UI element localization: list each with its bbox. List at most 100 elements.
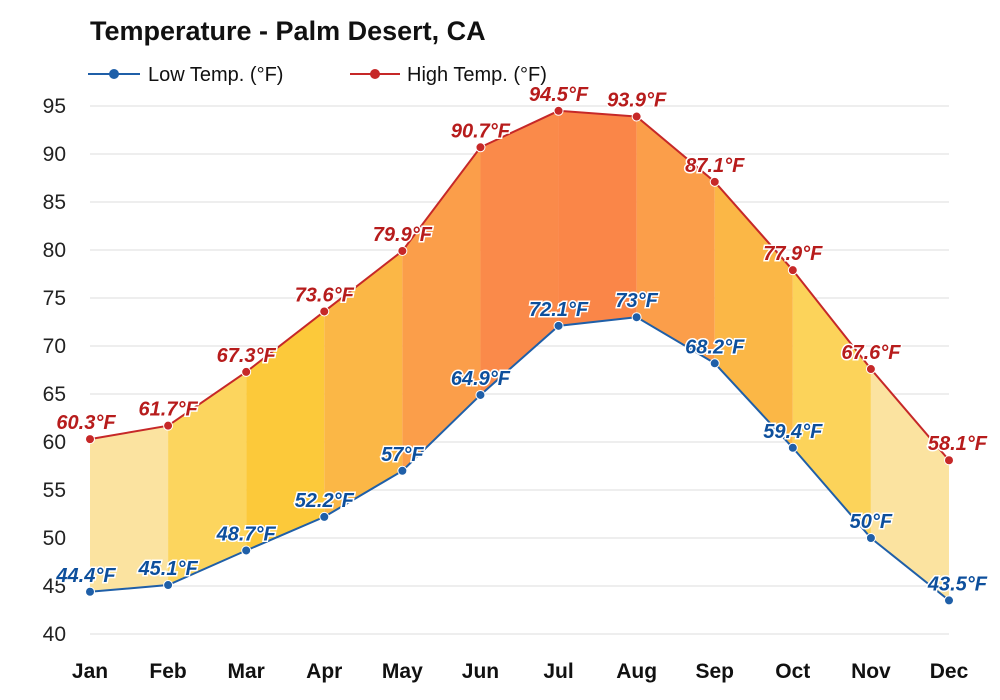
high-temp-point[interactable] (631, 111, 642, 122)
legend: Low Temp. (°F) High Temp. (°F) (88, 64, 547, 86)
high-temp-label: 58.1°F (928, 433, 988, 455)
y-tick-label: 85 (43, 191, 66, 214)
high-temp-point[interactable] (163, 420, 174, 431)
range-bands (90, 110, 949, 601)
range-band (870, 369, 949, 601)
high-temp-point[interactable] (944, 455, 954, 466)
y-tick-label: 45 (43, 575, 66, 598)
high-temp-point[interactable] (397, 245, 408, 256)
low-temp-label: 64.9°F (451, 368, 511, 390)
range-band (90, 425, 169, 592)
low-temp-point[interactable] (944, 595, 954, 606)
x-tick-label: Aug (616, 660, 657, 683)
range-band (714, 181, 793, 448)
low-temp-point[interactable] (397, 465, 408, 476)
series-points (85, 105, 954, 606)
high-temp-label: 79.9°F (373, 224, 433, 246)
legend-high-marker (370, 69, 380, 79)
high-temp-point[interactable] (709, 176, 720, 187)
high-temp-line (89, 109, 950, 461)
x-axis: Jan Feb Mar Apr May Jun Jul Aug Sep Oct Nov Dec (72, 660, 969, 683)
low-temp-point[interactable] (631, 312, 642, 323)
y-tick-label: 40 (43, 623, 66, 646)
x-tick-label: Mar (228, 660, 265, 683)
y-tick-label: 75 (43, 287, 66, 310)
x-tick-label: Oct (775, 660, 810, 683)
range-band (558, 110, 637, 326)
low-temp-point[interactable] (163, 580, 174, 591)
low-temp-label: 59.4°F (763, 421, 823, 443)
high-temp-label: 67.3°F (217, 345, 277, 367)
x-tick-label: Nov (851, 660, 891, 683)
x-tick-label: Jun (462, 660, 499, 683)
high-temp-label: 67.6°F (841, 342, 901, 364)
low-temp-label: 73°F (615, 290, 658, 312)
low-temp-label: 68.2°F (685, 336, 745, 358)
x-tick-label: Dec (930, 660, 969, 683)
legend-low-marker (109, 69, 119, 79)
low-temp-point[interactable] (319, 511, 330, 522)
high-temp-label: 77.9°F (763, 243, 823, 265)
range-band (402, 147, 481, 471)
range-band (636, 116, 715, 364)
high-temp-label: 60.3°F (56, 412, 116, 434)
high-temp-point[interactable] (865, 364, 876, 375)
low-temp-point[interactable] (553, 320, 564, 331)
low-temp-point[interactable] (865, 533, 876, 543)
high-temp-label: 61.7°F (139, 399, 199, 421)
high-temp-point[interactable] (241, 366, 252, 377)
low-temp-label: 52.2°F (295, 490, 355, 512)
low-temp-label: 57°F (381, 444, 424, 466)
high-temp-point[interactable] (787, 265, 798, 276)
low-temp-line (89, 316, 950, 602)
y-tick-label: 70 (43, 335, 66, 358)
high-temp-point[interactable] (553, 105, 564, 116)
low-temp-point[interactable] (241, 545, 252, 556)
chart-title: Temperature - Palm Desert, CA (90, 16, 486, 46)
legend-low-label: Low Temp. (°F) (148, 64, 283, 86)
high-temp-label: 73.6°F (295, 284, 355, 306)
x-tick-label: Feb (149, 660, 186, 683)
series-lines (89, 109, 950, 602)
low-temp-label: 45.1°F (138, 558, 199, 580)
range-band (480, 110, 559, 395)
y-tick-label: 50 (43, 527, 66, 550)
data-labels: 44.4°F 45.1°F 48.7°F 52.2°F 57°F 64.9°F 72.1°F… (54, 82, 989, 597)
legend-item-low[interactable]: Low Temp. (°F) (88, 64, 283, 86)
low-temp-point[interactable] (85, 586, 95, 597)
low-temp-label: 72.1°F (529, 299, 589, 321)
y-tick-label: 90 (43, 143, 66, 166)
legend-item-high[interactable]: High Temp. (°F) (350, 64, 547, 86)
low-temp-point[interactable] (709, 358, 720, 369)
low-temp-label: 50°F (850, 511, 893, 533)
range-band (324, 250, 403, 517)
low-temp-point[interactable] (475, 389, 486, 400)
range-band (792, 270, 871, 538)
y-tick-label: 95 (43, 95, 66, 118)
x-tick-label: Jul (543, 660, 573, 683)
y-axis: 40 45 50 55 60 65 70 75 80 85 90 95 (43, 95, 66, 646)
low-temp-label: 43.5°F (927, 573, 988, 595)
range-band (246, 311, 325, 551)
y-tick-label: 80 (43, 239, 66, 262)
high-temp-label: 93.9°F (607, 90, 667, 112)
low-temp-label: 48.7°F (216, 523, 277, 545)
range-band (168, 371, 247, 586)
y-tick-label: 55 (43, 479, 66, 502)
high-temp-point[interactable] (85, 434, 95, 445)
y-tick-label: 65 (43, 383, 66, 406)
x-tick-label: May (382, 660, 423, 683)
high-temp-label: 94.5°F (529, 84, 589, 106)
x-tick-label: Sep (695, 660, 734, 683)
low-temp-point[interactable] (787, 442, 798, 453)
legend-high-label: High Temp. (°F) (407, 64, 547, 86)
x-tick-label: Apr (306, 660, 342, 683)
high-temp-point[interactable] (475, 142, 486, 153)
low-temp-label: 44.4°F (55, 565, 116, 587)
high-temp-point[interactable] (319, 306, 330, 317)
high-temp-label: 90.7°F (451, 120, 511, 142)
high-temp-label: 87.1°F (685, 155, 745, 177)
y-tick-label: 60 (43, 431, 66, 454)
